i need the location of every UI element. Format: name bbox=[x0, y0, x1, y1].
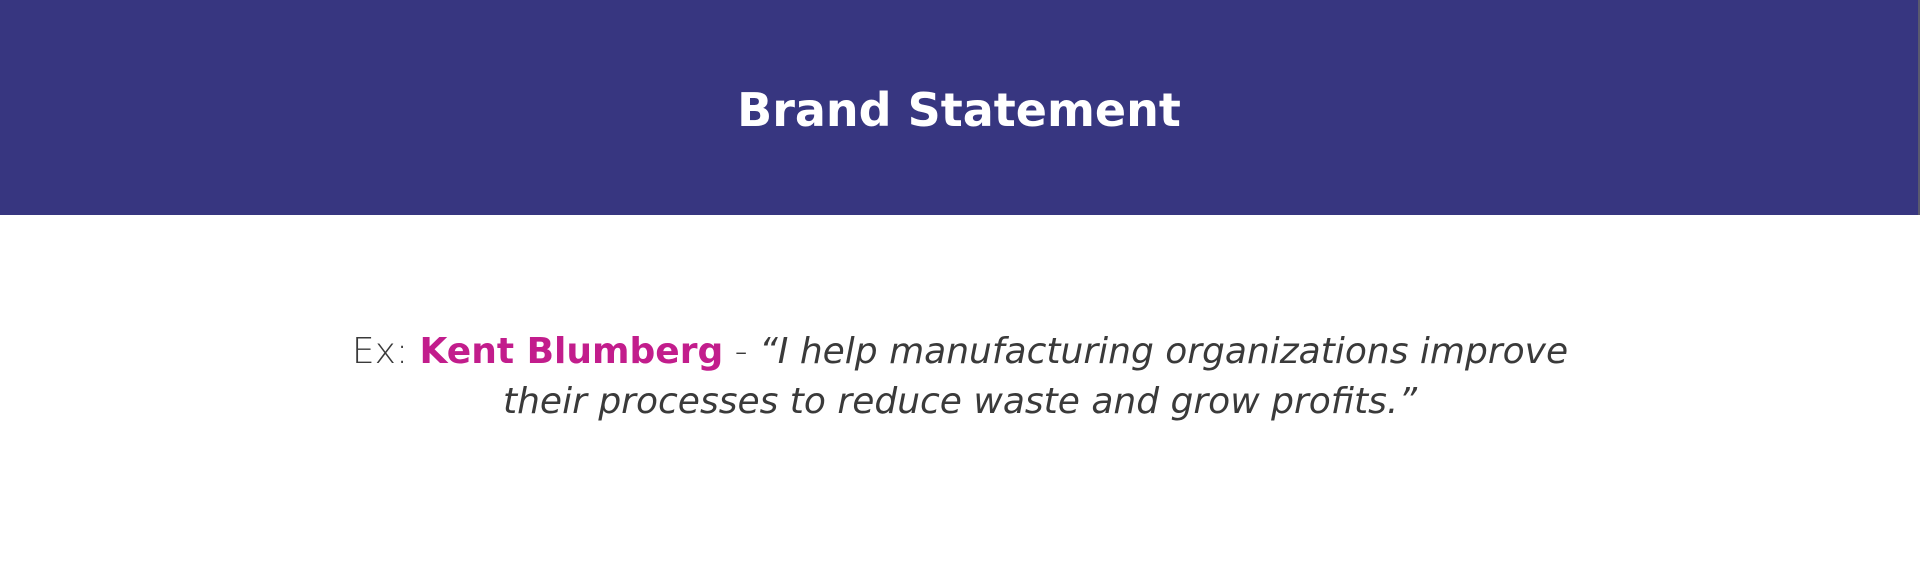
example-quote: “I help manufacturing organizations impr… bbox=[503, 331, 1569, 422]
example-person-name: Kent Blumberg bbox=[419, 331, 724, 372]
brand-statement-example: Ex: Kent Blumberg - “I help manufacturin… bbox=[350, 327, 1570, 427]
statement-section: Ex: Kent Blumberg - “I help manufacturin… bbox=[0, 215, 1920, 585]
header-banner: Brand Statement bbox=[0, 0, 1920, 215]
page-title: Brand Statement bbox=[737, 82, 1181, 137]
separator: - bbox=[734, 331, 748, 372]
example-prefix: Ex: bbox=[351, 331, 409, 372]
